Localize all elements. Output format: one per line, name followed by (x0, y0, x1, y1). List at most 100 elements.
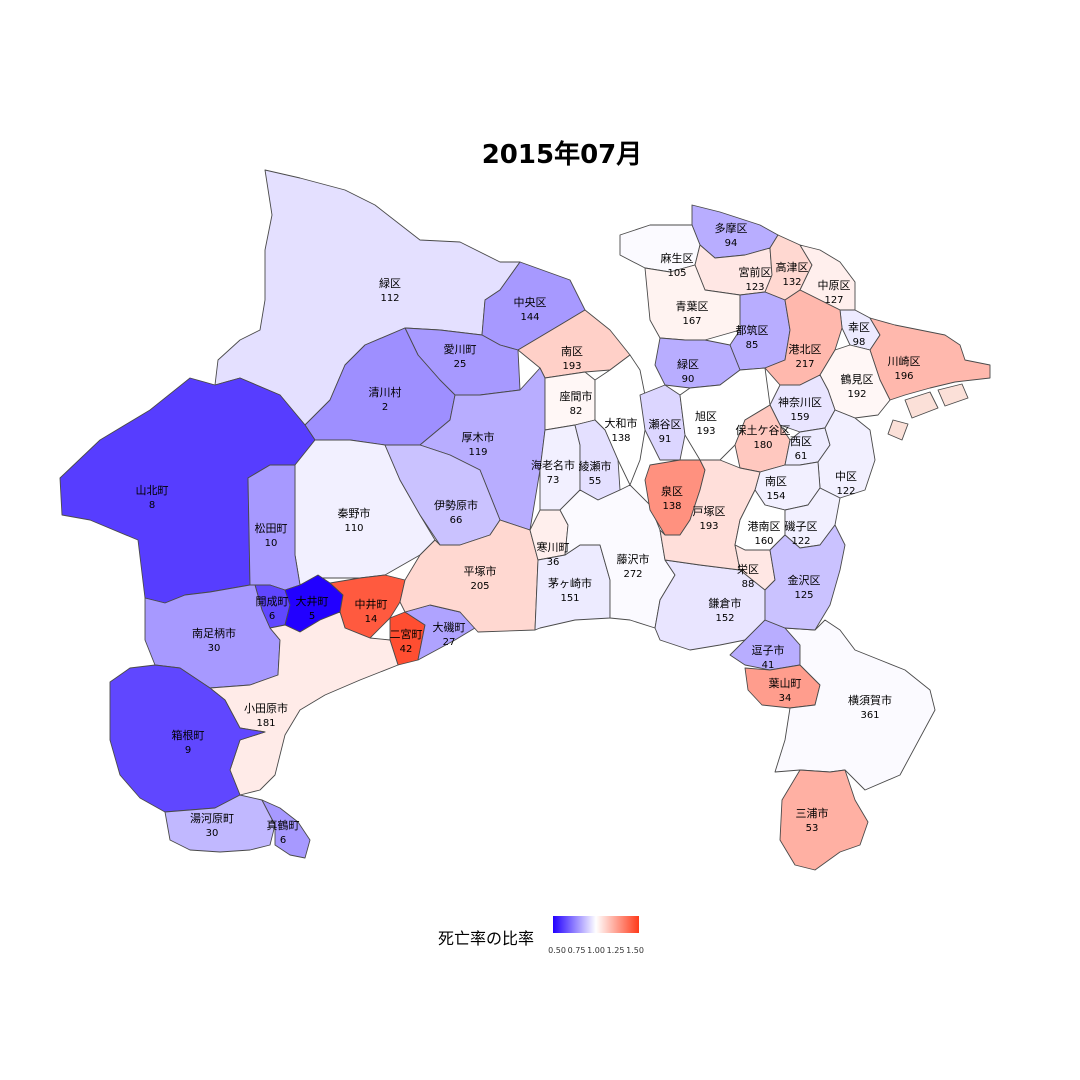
region-count-tsurumi: 192 (847, 389, 866, 400)
legend-tick-label: 0.75 (568, 946, 586, 955)
region-name-seya: 瀬谷区 (649, 417, 682, 431)
legend-tick-label: 1.50 (626, 946, 644, 955)
region-count-kawasaki: 196 (894, 371, 913, 382)
region-name-nakahara: 中原区 (818, 279, 851, 292)
region-count-yugawara: 30 (206, 828, 219, 839)
region-name-miyamae: 宮前区 (739, 265, 772, 279)
region-name-chigasaki: 茅ヶ崎市 (548, 576, 592, 590)
region-name-konan: 港南区 (748, 520, 781, 533)
region-name-kanagawa: 神奈川区 (778, 395, 822, 409)
reclaimed-land-island-1 (904, 391, 939, 419)
region-name-manazuru: 真鶴町 (267, 818, 300, 832)
region-name-kanazawa: 金沢区 (788, 573, 821, 587)
region-count-hayama: 34 (779, 693, 792, 704)
region-count-ayase: 55 (589, 476, 602, 487)
region-name-chuo-sagamihara: 中央区 (514, 296, 547, 309)
region-name-isehara: 伊勢原市 (434, 498, 478, 512)
region-name-midori-yokohama: 緑区 (677, 357, 699, 371)
region-miura[interactable] (779, 769, 869, 871)
region-count-hakone: 9 (185, 745, 191, 756)
region-count-izumi: 138 (662, 501, 681, 512)
region-count-asahi: 193 (696, 426, 715, 437)
legend-tick-label: 1.25 (607, 946, 625, 955)
region-name-kiyokawa: 清川村 (369, 385, 402, 399)
region-manazuru[interactable] (261, 799, 311, 859)
region-name-tsurumi: 鶴見区 (841, 372, 874, 386)
map-title: 2015年07月 (482, 139, 643, 170)
region-count-ebina: 73 (547, 475, 560, 486)
region-seya[interactable] (639, 384, 686, 461)
region-name-aikawa: 愛川町 (444, 343, 477, 356)
region-count-yokosuka: 361 (860, 710, 879, 721)
region-count-minami-yokohama: 154 (766, 491, 785, 502)
region-yugawara[interactable] (164, 794, 276, 853)
region-count-isehara: 66 (450, 515, 463, 526)
region-name-aoba: 青葉区 (676, 299, 709, 313)
region-minami-sagamihara[interactable] (517, 309, 631, 379)
region-naka[interactable] (817, 409, 876, 499)
region-name-nakai: 中井町 (355, 597, 388, 611)
region-name-kawasaki: 川崎区 (888, 354, 921, 368)
region-count-naka: 122 (836, 486, 855, 497)
region-count-ninomiya: 42 (400, 644, 413, 655)
region-name-atsugi: 厚木市 (462, 430, 495, 444)
region-count-minamiashigara: 30 (208, 643, 221, 654)
region-count-aikawa: 25 (454, 359, 467, 370)
region-name-oiso: 大磯町 (433, 620, 466, 634)
region-name-nishi: 西区 (790, 435, 812, 448)
region-name-zushi: 逗子市 (752, 643, 785, 657)
region-name-yokosuka: 横須賀市 (848, 693, 892, 707)
region-count-oiso: 27 (443, 637, 456, 648)
region-name-fujisawa: 藤沢市 (617, 552, 650, 566)
region-count-sakae: 88 (742, 579, 755, 590)
region-count-tsuzuki: 85 (746, 340, 759, 351)
region-name-midori-sagamihara: 緑区 (379, 276, 401, 290)
region-name-ninomiya: 二宮町 (390, 627, 423, 641)
region-name-sakae: 栄区 (737, 562, 759, 576)
legend-color-bar (553, 916, 639, 933)
region-count-kiyokawa: 2 (382, 402, 388, 413)
region-count-matsuda: 10 (265, 538, 278, 549)
region-name-hadano: 秦野市 (338, 506, 371, 520)
legend-tick-label: 1.00 (587, 946, 605, 955)
region-label-layer: 緑区 112 中央区 144 南区 193 愛川町 25 清川村 2 厚木市 119 山北町 8 秦野市 11… (136, 221, 921, 846)
region-count-isogo: 122 (791, 536, 810, 547)
region-count-miura: 53 (806, 823, 819, 834)
region-kanazawa[interactable] (764, 524, 846, 631)
region-name-saiwai: 幸区 (848, 321, 870, 334)
region-name-odawara: 小田原市 (244, 701, 288, 715)
region-totsuka[interactable] (659, 459, 761, 571)
region-name-asao: 麻生区 (661, 251, 694, 265)
region-count-saiwai: 98 (853, 337, 866, 348)
region-count-minami-sagamihara: 193 (562, 361, 581, 372)
region-name-yamakita: 山北町 (136, 484, 169, 497)
region-name-ayase: 綾瀬市 (579, 459, 612, 473)
region-count-manazuru: 6 (280, 835, 286, 846)
region-count-tama: 94 (725, 238, 738, 249)
region-count-yamakita: 8 (149, 500, 155, 511)
region-name-kaisei: 開成町 (256, 595, 289, 608)
region-count-aoba: 167 (682, 316, 701, 327)
region-name-minami-yokohama: 南区 (765, 475, 787, 488)
region-count-totsuka: 193 (699, 521, 718, 532)
region-count-atsugi: 119 (468, 447, 487, 458)
region-hakone[interactable] (109, 664, 266, 813)
region-name-hodogaya: 保土ケ谷区 (736, 423, 791, 437)
region-count-kaisei: 6 (269, 611, 275, 622)
reclaimed-land-island-3 (887, 419, 909, 441)
region-name-hayama: 葉山町 (769, 676, 802, 690)
region-name-matsuda: 松田町 (255, 521, 288, 535)
region-layer (59, 169, 991, 871)
region-name-tama: 多摩区 (715, 221, 748, 235)
region-count-miyamae: 123 (745, 282, 764, 293)
region-name-takatsu: 高津区 (776, 260, 809, 274)
region-count-hadano: 110 (344, 523, 363, 534)
region-count-odawara: 181 (256, 718, 275, 729)
region-count-samukawa: 36 (547, 557, 560, 568)
region-name-asahi: 旭区 (695, 409, 717, 423)
region-yokosuka[interactable] (774, 619, 936, 791)
region-count-hiratsuka: 205 (470, 581, 489, 592)
region-count-yamato: 138 (611, 433, 630, 444)
region-name-kamakura: 鎌倉市 (709, 596, 742, 610)
